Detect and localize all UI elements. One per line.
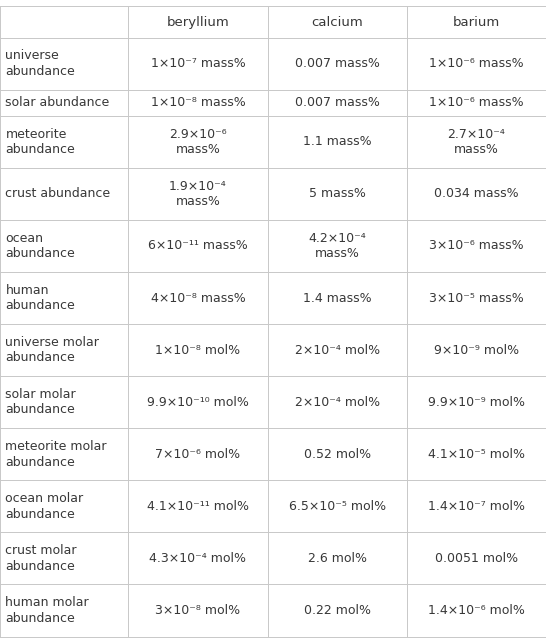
- Text: 6.5×10⁻⁵ mol%: 6.5×10⁻⁵ mol%: [289, 500, 385, 513]
- Text: 0.52 mol%: 0.52 mol%: [304, 448, 371, 461]
- Text: 6×10⁻¹¹ mass%: 6×10⁻¹¹ mass%: [148, 239, 248, 253]
- Text: 7×10⁻⁶ mol%: 7×10⁻⁶ mol%: [156, 448, 240, 461]
- Text: 1×10⁻⁶ mass%: 1×10⁻⁶ mass%: [429, 57, 524, 70]
- Text: 2.9×10⁻⁶
mass%: 2.9×10⁻⁶ mass%: [169, 127, 227, 156]
- Text: 9.9×10⁻¹⁰ mol%: 9.9×10⁻¹⁰ mol%: [147, 395, 249, 409]
- Text: 0.22 mol%: 0.22 mol%: [304, 604, 371, 617]
- Text: 1×10⁻⁸ mass%: 1×10⁻⁸ mass%: [151, 96, 245, 109]
- Text: 4.1×10⁻¹¹ mol%: 4.1×10⁻¹¹ mol%: [147, 500, 249, 513]
- Text: 1.1 mass%: 1.1 mass%: [303, 135, 371, 149]
- Text: 1×10⁻⁶ mass%: 1×10⁻⁶ mass%: [429, 96, 524, 109]
- Text: 1.4 mass%: 1.4 mass%: [303, 291, 371, 305]
- Text: 2×10⁻⁴ mol%: 2×10⁻⁴ mol%: [295, 343, 379, 357]
- Text: barium: barium: [453, 15, 500, 28]
- Text: 4.1×10⁻⁵ mol%: 4.1×10⁻⁵ mol%: [428, 448, 525, 461]
- Text: 1.4×10⁻⁷ mol%: 1.4×10⁻⁷ mol%: [428, 500, 525, 513]
- Text: human
abundance: human abundance: [5, 284, 75, 312]
- Text: universe
abundance: universe abundance: [5, 50, 75, 78]
- Text: calcium: calcium: [311, 15, 363, 28]
- Text: 4×10⁻⁸ mass%: 4×10⁻⁸ mass%: [151, 291, 245, 305]
- Text: meteorite molar
abundance: meteorite molar abundance: [5, 440, 107, 469]
- Text: 4.2×10⁻⁴
mass%: 4.2×10⁻⁴ mass%: [308, 231, 366, 260]
- Text: ocean molar
abundance: ocean molar abundance: [5, 492, 84, 521]
- Text: 0.034 mass%: 0.034 mass%: [434, 187, 519, 201]
- Text: 4.3×10⁻⁴ mol%: 4.3×10⁻⁴ mol%: [150, 552, 246, 565]
- Text: beryllium: beryllium: [167, 15, 229, 28]
- Text: ocean
abundance: ocean abundance: [5, 231, 75, 260]
- Text: 0.007 mass%: 0.007 mass%: [295, 96, 379, 109]
- Text: 0.0051 mol%: 0.0051 mol%: [435, 552, 518, 565]
- Text: universe molar
abundance: universe molar abundance: [5, 336, 99, 365]
- Text: 1×10⁻⁷ mass%: 1×10⁻⁷ mass%: [151, 57, 245, 70]
- Text: 0.007 mass%: 0.007 mass%: [295, 57, 379, 70]
- Text: 9×10⁻⁹ mol%: 9×10⁻⁹ mol%: [434, 343, 519, 357]
- Text: 3×10⁻⁶ mass%: 3×10⁻⁶ mass%: [429, 239, 524, 253]
- Text: human molar
abundance: human molar abundance: [5, 596, 89, 625]
- Text: 3×10⁻⁵ mass%: 3×10⁻⁵ mass%: [429, 291, 524, 305]
- Text: solar molar
abundance: solar molar abundance: [5, 388, 76, 417]
- Text: 1.9×10⁻⁴
mass%: 1.9×10⁻⁴ mass%: [169, 179, 227, 208]
- Text: 3×10⁻⁸ mol%: 3×10⁻⁸ mol%: [156, 604, 240, 617]
- Text: 1×10⁻⁸ mol%: 1×10⁻⁸ mol%: [156, 343, 240, 357]
- Text: crust molar
abundance: crust molar abundance: [5, 544, 77, 573]
- Text: 2.7×10⁻⁴
mass%: 2.7×10⁻⁴ mass%: [448, 127, 505, 156]
- Text: solar abundance: solar abundance: [5, 96, 110, 109]
- Text: meteorite
abundance: meteorite abundance: [5, 127, 75, 156]
- Text: 1.4×10⁻⁶ mol%: 1.4×10⁻⁶ mol%: [428, 604, 525, 617]
- Text: crust abundance: crust abundance: [5, 187, 111, 201]
- Text: 5 mass%: 5 mass%: [308, 187, 366, 201]
- Text: 2.6 mol%: 2.6 mol%: [307, 552, 367, 565]
- Text: 9.9×10⁻⁹ mol%: 9.9×10⁻⁹ mol%: [428, 395, 525, 409]
- Text: 2×10⁻⁴ mol%: 2×10⁻⁴ mol%: [295, 395, 379, 409]
